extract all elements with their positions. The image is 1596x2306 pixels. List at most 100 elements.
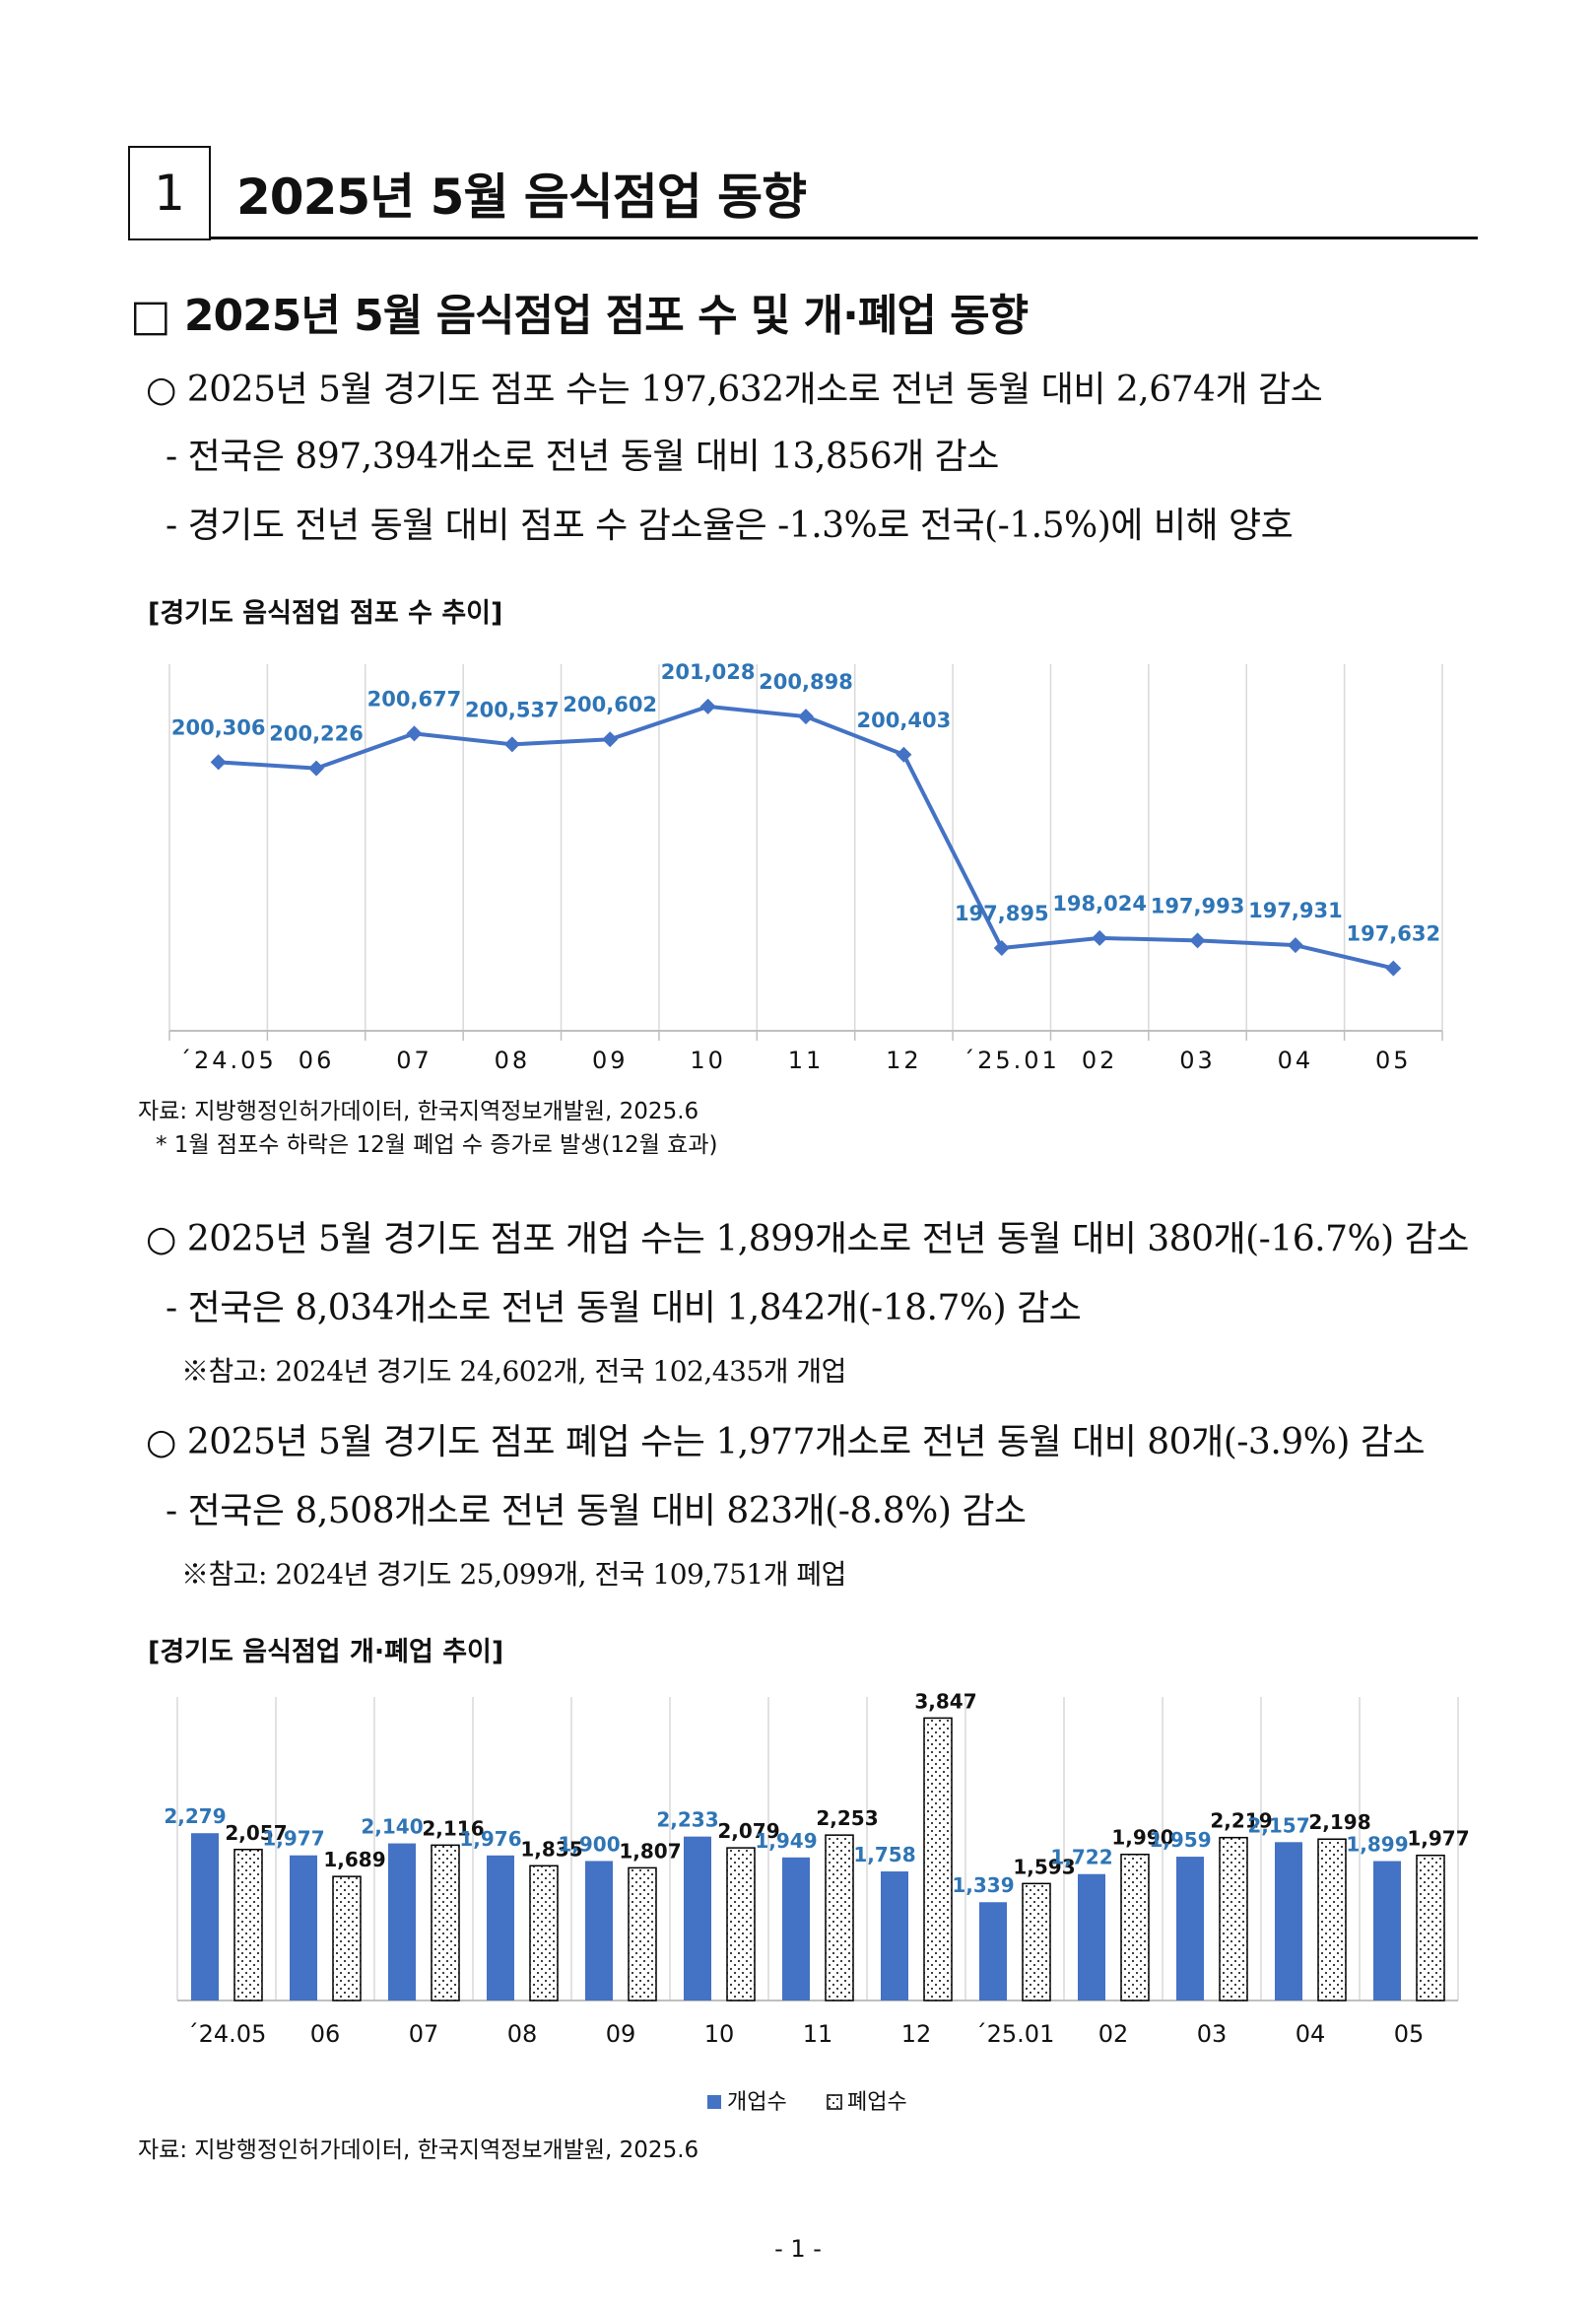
x-tick-label: 09: [592, 1047, 629, 1074]
open-bar: [1078, 1873, 1105, 2001]
bullet-stores-rate: - 경기도 전년 동월 대비 점포 수 감소율은 -1.3%로 전국(-1.5%…: [166, 506, 1294, 546]
data-point: [1189, 932, 1206, 949]
open-bar: [487, 1855, 514, 2001]
open-bar-label: 1,722: [1050, 1846, 1112, 1869]
x-tick-label: 06: [299, 1047, 335, 1074]
data-label: 200,403: [857, 709, 952, 732]
legend-label-close: 폐업수: [847, 2090, 907, 2115]
data-label: 200,306: [171, 715, 266, 739]
x-tick-label: 11: [788, 1047, 825, 1074]
x-tick-label: 08: [495, 1047, 531, 1074]
close-bar-label: 1,990: [1111, 1826, 1173, 1850]
open-bar-label: 1,339: [952, 1873, 1014, 1897]
close-bar: [726, 1847, 756, 2001]
x-tick-label: 07: [409, 2020, 439, 2048]
close-bar-label: 1,977: [1407, 1827, 1469, 1851]
open-bar: [388, 1843, 416, 2001]
data-label: 201,028: [661, 660, 756, 684]
open-bar-label: 1,976: [459, 1827, 521, 1851]
chart1-footnote: * 1월 점포수 하락은 12월 폐업 수 증가로 발생(12월 효과): [156, 1132, 718, 1158]
close-bar: [1416, 1854, 1445, 2001]
close-bar: [1317, 1838, 1347, 2001]
x-tick-label: ´24.05: [187, 2020, 267, 2048]
x-tick-label: 04: [1278, 1047, 1314, 1074]
close-bar-label: 1,689: [323, 1848, 385, 1871]
x-tick-label: 02: [1098, 2020, 1129, 2048]
data-label: 200,602: [563, 693, 657, 716]
note-closures-2024: ※참고: 2024년 경기도 25,099개, 전국 109,751개 폐업: [181, 1558, 846, 1591]
data-label: 198,024: [1052, 892, 1147, 916]
section-divider: [211, 237, 1478, 239]
close-bar-label: 2,116: [422, 1816, 484, 1840]
close-bar-label: 1,835: [520, 1837, 582, 1861]
x-tick-label: 12: [886, 1047, 922, 1074]
x-tick-label: 05: [1394, 2020, 1425, 2048]
chart2-source: 자료: 지방행정인허가데이터, 한국지역정보개발원, 2025.6: [138, 2137, 699, 2163]
data-point: [798, 709, 814, 725]
open-bar: [1373, 1861, 1401, 2001]
x-tick-label: 03: [1179, 1047, 1216, 1074]
open-bar: [684, 1836, 711, 2001]
open-bar-label: 2,233: [656, 1808, 718, 1832]
x-tick-label: 08: [507, 2020, 538, 2048]
x-tick-label: 04: [1296, 2020, 1326, 2048]
close-bar: [1022, 1882, 1051, 2001]
data-label: 197,895: [955, 902, 1049, 925]
data-label: 200,226: [269, 722, 364, 746]
close-bar: [529, 1865, 559, 2001]
data-point: [993, 939, 1010, 956]
section-number: 1: [154, 165, 185, 222]
open-bar: [979, 1902, 1007, 2001]
x-tick-label: ´24.05: [179, 1047, 277, 1074]
close-bar-label: 2,253: [816, 1806, 878, 1830]
bullet-openings-national: - 전국은 8,034개소로 전년 동월 대비 1,842개(-18.7%) 감…: [166, 1288, 1082, 1328]
open-bar: [782, 1857, 810, 2001]
data-label: 197,993: [1151, 894, 1245, 917]
open-bar: [585, 1861, 613, 2001]
close-bar-label: 2,198: [1308, 1810, 1370, 1834]
open-bar: [191, 1833, 219, 2001]
x-tick-label: 11: [803, 2020, 833, 2048]
x-tick-label: ´25.01: [963, 1047, 1060, 1074]
chart1-caption: [경기도 음식점업 점포 수 추이]: [148, 598, 503, 629]
open-bar-label: 2,279: [164, 1804, 226, 1828]
data-point: [1092, 929, 1108, 946]
data-point: [1287, 937, 1303, 954]
data-label: 200,677: [367, 687, 462, 711]
data-label: 197,632: [1346, 922, 1440, 946]
section-title: 2025년 5월 음식점업 동향: [236, 169, 807, 226]
close-bar-label: 1,593: [1013, 1855, 1075, 1878]
page-number: - 1 -: [774, 2235, 822, 2263]
close-bar: [825, 1834, 854, 2001]
open-bar-label: 1,977: [262, 1827, 324, 1851]
x-tick-label: ´25.01: [975, 2020, 1055, 2048]
open-bar-label: 2,140: [361, 1815, 423, 1839]
open-bar-label: 1,959: [1149, 1828, 1211, 1852]
section-number-box: 1: [128, 146, 211, 240]
legend-swatch-open: [707, 2095, 721, 2109]
bullet-openings-gyeonggi: ○ 2025년 5월 경기도 점포 개업 수는 1,899개소로 전년 동월 대…: [146, 1219, 1469, 1259]
close-bar: [628, 1866, 657, 2001]
data-point: [406, 725, 423, 742]
open-bar-label: 2,157: [1247, 1813, 1309, 1837]
close-bar-label: 3,847: [914, 1689, 976, 1713]
note-openings-2024: ※참고: 2024년 경기도 24,602개, 전국 102,435개 개업: [181, 1355, 846, 1388]
data-label: 200,537: [465, 698, 560, 721]
data-point: [210, 754, 227, 771]
open-bar-label: 1,949: [755, 1829, 817, 1853]
close-bar-label: 2,057: [225, 1821, 287, 1845]
data-point: [503, 736, 520, 753]
data-point: [308, 760, 325, 777]
close-bar-label: 1,807: [619, 1839, 681, 1863]
bullet-closures-gyeonggi: ○ 2025년 5월 경기도 점포 폐업 수는 1,977개소로 전년 동월 대…: [146, 1422, 1426, 1462]
bullet-stores-gyeonggi: ○ 2025년 5월 경기도 점포 수는 197,632개소로 전년 동월 대비…: [146, 370, 1323, 410]
data-point: [602, 731, 619, 748]
x-tick-label: 10: [704, 2020, 735, 2048]
x-tick-label: 02: [1082, 1047, 1118, 1074]
close-bar: [431, 1844, 460, 2001]
bullet-stores-national: - 전국은 897,394개소로 전년 동월 대비 13,856개 감소: [166, 437, 999, 477]
data-label: 197,931: [1248, 899, 1343, 922]
data-point: [699, 698, 716, 714]
x-tick-label: 03: [1197, 2020, 1228, 2048]
